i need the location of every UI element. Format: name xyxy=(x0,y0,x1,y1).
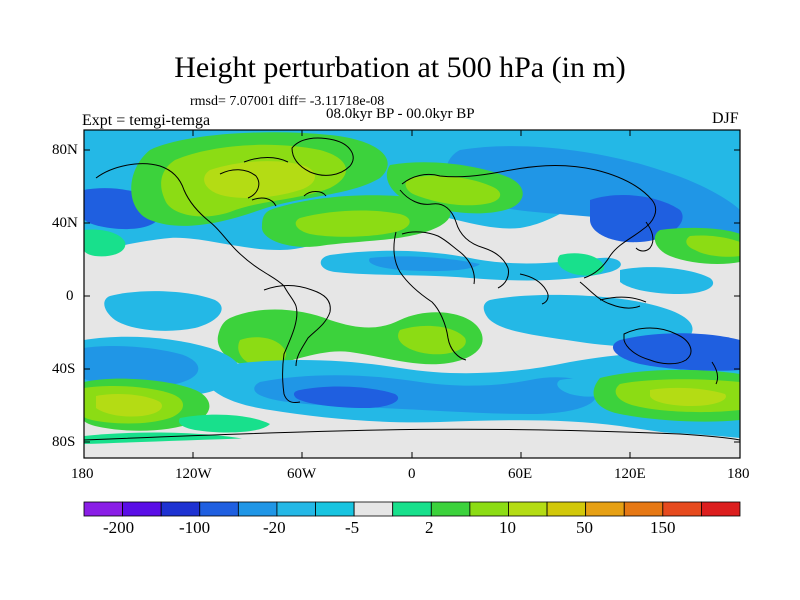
lat-label: 0 xyxy=(66,288,74,304)
map-title: Height perturbation at 500 hPa (in m) xyxy=(174,51,626,84)
colorbar-label: 150 xyxy=(650,518,676,537)
coastlines xyxy=(84,137,740,441)
colorbar-box xyxy=(353,501,394,517)
colorbar-box xyxy=(160,501,201,517)
colorbar-box xyxy=(585,501,625,517)
season-label: DJF xyxy=(712,110,739,127)
colorbar-label: 50 xyxy=(576,518,593,537)
period-text: 08.0kyr BP - 00.0kyr BP xyxy=(326,106,475,122)
colorbar-label: -200 xyxy=(103,518,135,537)
lon-label: 60W xyxy=(287,466,317,482)
colorbar-box xyxy=(392,501,432,517)
contour-field xyxy=(84,130,740,458)
lat-label: 80S xyxy=(52,434,76,450)
stats-text: rmsd= 7.07001 diff= -3.11718e-08 xyxy=(190,94,385,109)
lat-label: 40S xyxy=(52,361,76,377)
colorbar-box xyxy=(237,501,278,517)
lat-label: 40N xyxy=(52,215,78,231)
colorbar-label: -20 xyxy=(263,518,286,537)
colorbar-box xyxy=(662,501,702,517)
colorbar-box xyxy=(701,501,741,517)
colorbar-box xyxy=(83,501,123,517)
colorbar-box xyxy=(199,501,239,517)
colorbar-box xyxy=(508,501,548,517)
colorbar-box xyxy=(623,501,664,517)
colorbar xyxy=(83,501,741,517)
colorbar-box xyxy=(469,501,509,517)
colorbar-label: 2 xyxy=(425,518,434,537)
lat-label: 80N xyxy=(52,142,78,158)
colorbar-box xyxy=(546,501,587,517)
lon-label: 120W xyxy=(175,466,212,482)
lon-label: 120E xyxy=(614,466,646,482)
axis-ticks xyxy=(83,130,741,458)
lon-label: 60E xyxy=(508,466,533,482)
lon-label: 180 xyxy=(727,466,750,482)
colorbar-box xyxy=(430,501,471,517)
colorbar-label: 10 xyxy=(499,518,516,537)
colorbar-label: -5 xyxy=(345,518,360,537)
colorbar-box xyxy=(315,501,355,517)
colorbar-box xyxy=(276,501,316,517)
experiment-label: Expt = temgi-temga xyxy=(82,112,211,129)
lon-label: 180 xyxy=(71,466,94,482)
lon-label: 0 xyxy=(408,466,416,482)
colorbar-label: -100 xyxy=(179,518,211,537)
colorbar-box xyxy=(122,501,162,517)
